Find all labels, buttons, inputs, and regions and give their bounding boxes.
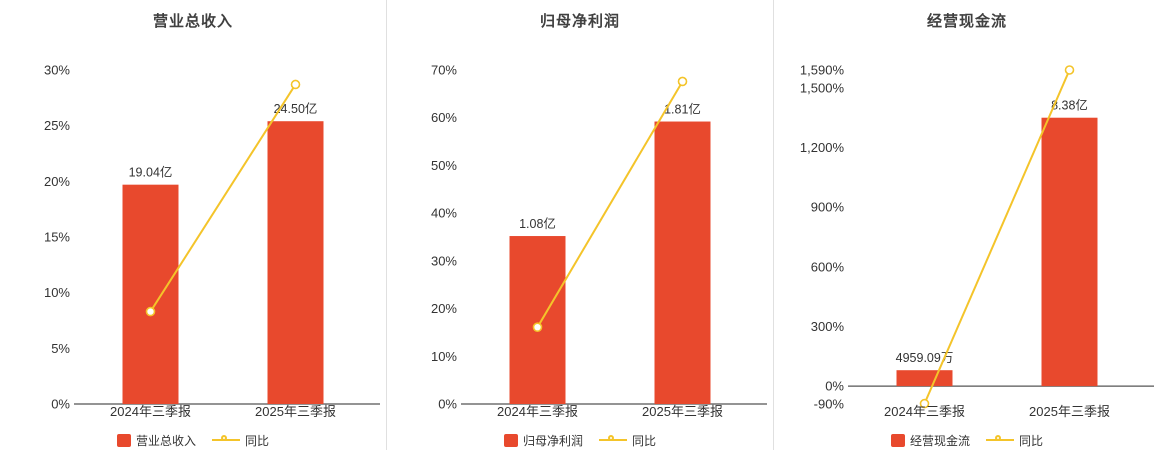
yoy-line xyxy=(536,80,684,328)
chart-title: 营业总收入 xyxy=(152,12,233,30)
yoy-line-point[interactable] xyxy=(290,79,301,90)
y-tick-label: 0% xyxy=(825,379,844,394)
y-tick-label: 0% xyxy=(438,397,457,412)
chart-legend: 营业总收入 同比 xyxy=(116,430,269,450)
x-category-label: 2025年三季报 xyxy=(255,404,336,419)
x-category-label: 2024年三季报 xyxy=(497,404,578,419)
bar[interactable] xyxy=(267,121,324,405)
yoy-line xyxy=(149,83,297,313)
line-swatch-icon xyxy=(212,434,240,446)
legend-item-line-series[interactable]: 同比 xyxy=(599,432,656,449)
yoy-line-point[interactable] xyxy=(919,398,930,409)
bar-value-label: 19.04亿 xyxy=(129,165,173,180)
chart-panel-total-revenue: 营业总收入 0% 5% 10% 15% 20% 25% 30% 19.04亿 24.50亿 202… xyxy=(0,0,386,450)
yoy-line-point[interactable] xyxy=(532,322,543,332)
y-tick-label: 0% xyxy=(51,397,70,412)
line-swatch-icon xyxy=(599,434,627,446)
bar[interactable] xyxy=(1041,117,1098,387)
yoy-line-point[interactable] xyxy=(677,76,688,87)
legend-item-bar-series[interactable]: 营业总收入 xyxy=(116,432,196,449)
bar-swatch-icon xyxy=(116,433,131,447)
legend-item-bar-series[interactable]: 归母净利润 xyxy=(503,432,583,449)
x-category-label: 2025年三季报 xyxy=(1029,404,1110,419)
net-profit-bar-line-chart: 0% 10% 20% 30% 40% 50% 60% 70% 1.08亿 1.81亿 2024年三季… xyxy=(431,63,767,419)
y-tick-label: 70% xyxy=(431,63,457,78)
bar[interactable] xyxy=(122,184,179,404)
chart-legend: 经营现金流 同比 xyxy=(890,430,1043,450)
yoy-line xyxy=(923,69,1071,405)
legend-item-line-series[interactable]: 同比 xyxy=(986,432,1043,449)
y-tick-label: 30% xyxy=(44,63,70,78)
y-tick-label: 30% xyxy=(431,253,457,268)
legend-bar-label: 经营现金流 xyxy=(909,433,970,448)
chart-panel-operating-cash-flow: 经营现金流 -90% 0% 300% 600% 900% 1,200% 1,500% 1,59… xyxy=(773,0,1160,450)
bar-value-label: 24.50亿 xyxy=(274,101,318,116)
legend-bar-label: 归母净利润 xyxy=(522,433,583,448)
y-tick-label: 1,590% xyxy=(800,63,845,78)
line-swatch-icon xyxy=(986,434,1014,446)
legend-item-bar-series[interactable]: 经营现金流 xyxy=(890,432,970,449)
legend-bar-label: 营业总收入 xyxy=(135,433,196,448)
legend-line-label: 同比 xyxy=(632,433,657,448)
y-tick-label: 50% xyxy=(431,158,457,173)
bar-value-label: 4959.09万 xyxy=(896,351,954,365)
revenue-bar-line-chart: 0% 5% 10% 15% 20% 25% 30% 19.04亿 24.50亿 2024年三季报 2… xyxy=(44,63,380,419)
bar-swatch-icon xyxy=(890,433,905,447)
chart-panel-net-profit: 归母净利润 0% 10% 20% 30% 40% 50% 60% 70% 1.08亿 1.81亿 2… xyxy=(386,0,773,450)
y-tick-label: -90% xyxy=(814,397,845,412)
y-tick-label: 25% xyxy=(44,118,70,133)
y-tick-label: 20% xyxy=(431,301,457,316)
y-tick-label: 1,200% xyxy=(800,140,845,155)
chart-title: 归母净利润 xyxy=(539,12,620,30)
bar-value-label: 8.38亿 xyxy=(1051,98,1088,113)
yoy-line-point[interactable] xyxy=(1064,65,1075,75)
x-category-label: 2024年三季报 xyxy=(884,404,965,419)
yoy-line-point[interactable] xyxy=(145,306,156,317)
y-tick-label: 300% xyxy=(811,319,845,334)
bar-value-label: 1.08亿 xyxy=(519,216,556,231)
y-tick-label: 600% xyxy=(811,259,845,274)
legend-line-label: 同比 xyxy=(1019,433,1044,448)
y-tick-label: 15% xyxy=(44,230,70,245)
bar-swatch-icon xyxy=(503,433,518,447)
legend-item-line-series[interactable]: 同比 xyxy=(212,432,269,449)
chart-title: 经营现金流 xyxy=(926,12,1007,30)
bar[interactable] xyxy=(654,121,711,404)
y-tick-label: 900% xyxy=(811,200,845,215)
y-tick-label: 20% xyxy=(44,174,70,189)
legend-line-label: 同比 xyxy=(245,433,270,448)
cash-flow-bar-line-chart: -90% 0% 300% 600% 900% 1,200% 1,500% 1,590% 4959… xyxy=(800,63,1154,419)
x-category-label: 2025年三季报 xyxy=(642,404,723,419)
chart-legend: 归母净利润 同比 xyxy=(503,430,656,450)
y-tick-label: 60% xyxy=(431,110,457,125)
y-tick-label: 1,500% xyxy=(800,80,845,95)
y-tick-label: 5% xyxy=(51,341,70,356)
y-tick-label: 10% xyxy=(44,285,70,300)
y-tick-label: 40% xyxy=(431,206,457,221)
x-category-label: 2024年三季报 xyxy=(110,404,191,419)
bar-value-label: 1.81亿 xyxy=(664,102,701,117)
y-tick-label: 10% xyxy=(431,349,457,364)
bar[interactable] xyxy=(896,370,953,387)
bar[interactable] xyxy=(509,236,566,404)
